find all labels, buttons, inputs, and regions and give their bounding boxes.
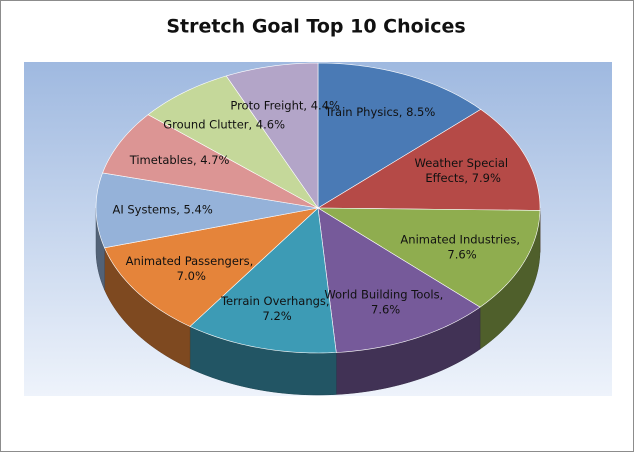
data-label: Timetables, 4.7% xyxy=(129,153,230,167)
slice xyxy=(316,207,541,308)
data-label: AI Systems, 5.4% xyxy=(112,202,212,216)
slice xyxy=(104,207,319,327)
chart-title: Stretch Goal Top 10 Choices xyxy=(166,16,465,38)
data-label: Terrain Overhangs, 7.2% xyxy=(220,294,333,323)
slice xyxy=(316,109,541,211)
slice xyxy=(95,172,319,249)
slice xyxy=(317,62,482,209)
data-label: Ground Clutter, 4.6% xyxy=(163,117,285,131)
data-label: Weather Special Effects, 7.9% xyxy=(415,156,512,185)
data-label: World Building Tools, 7.6% xyxy=(324,287,447,316)
slice xyxy=(102,114,319,209)
data-label: Animated Passengers, 7.0% xyxy=(126,253,257,282)
data-label: Proto Freight, 4.4% xyxy=(230,98,340,112)
data-label: Animated Industries, 7.6% xyxy=(400,232,523,261)
slice xyxy=(317,207,481,353)
slice xyxy=(189,207,337,354)
slice xyxy=(147,75,319,209)
slice xyxy=(225,62,319,209)
data-label: Train Physics, 8.5% xyxy=(324,105,435,119)
